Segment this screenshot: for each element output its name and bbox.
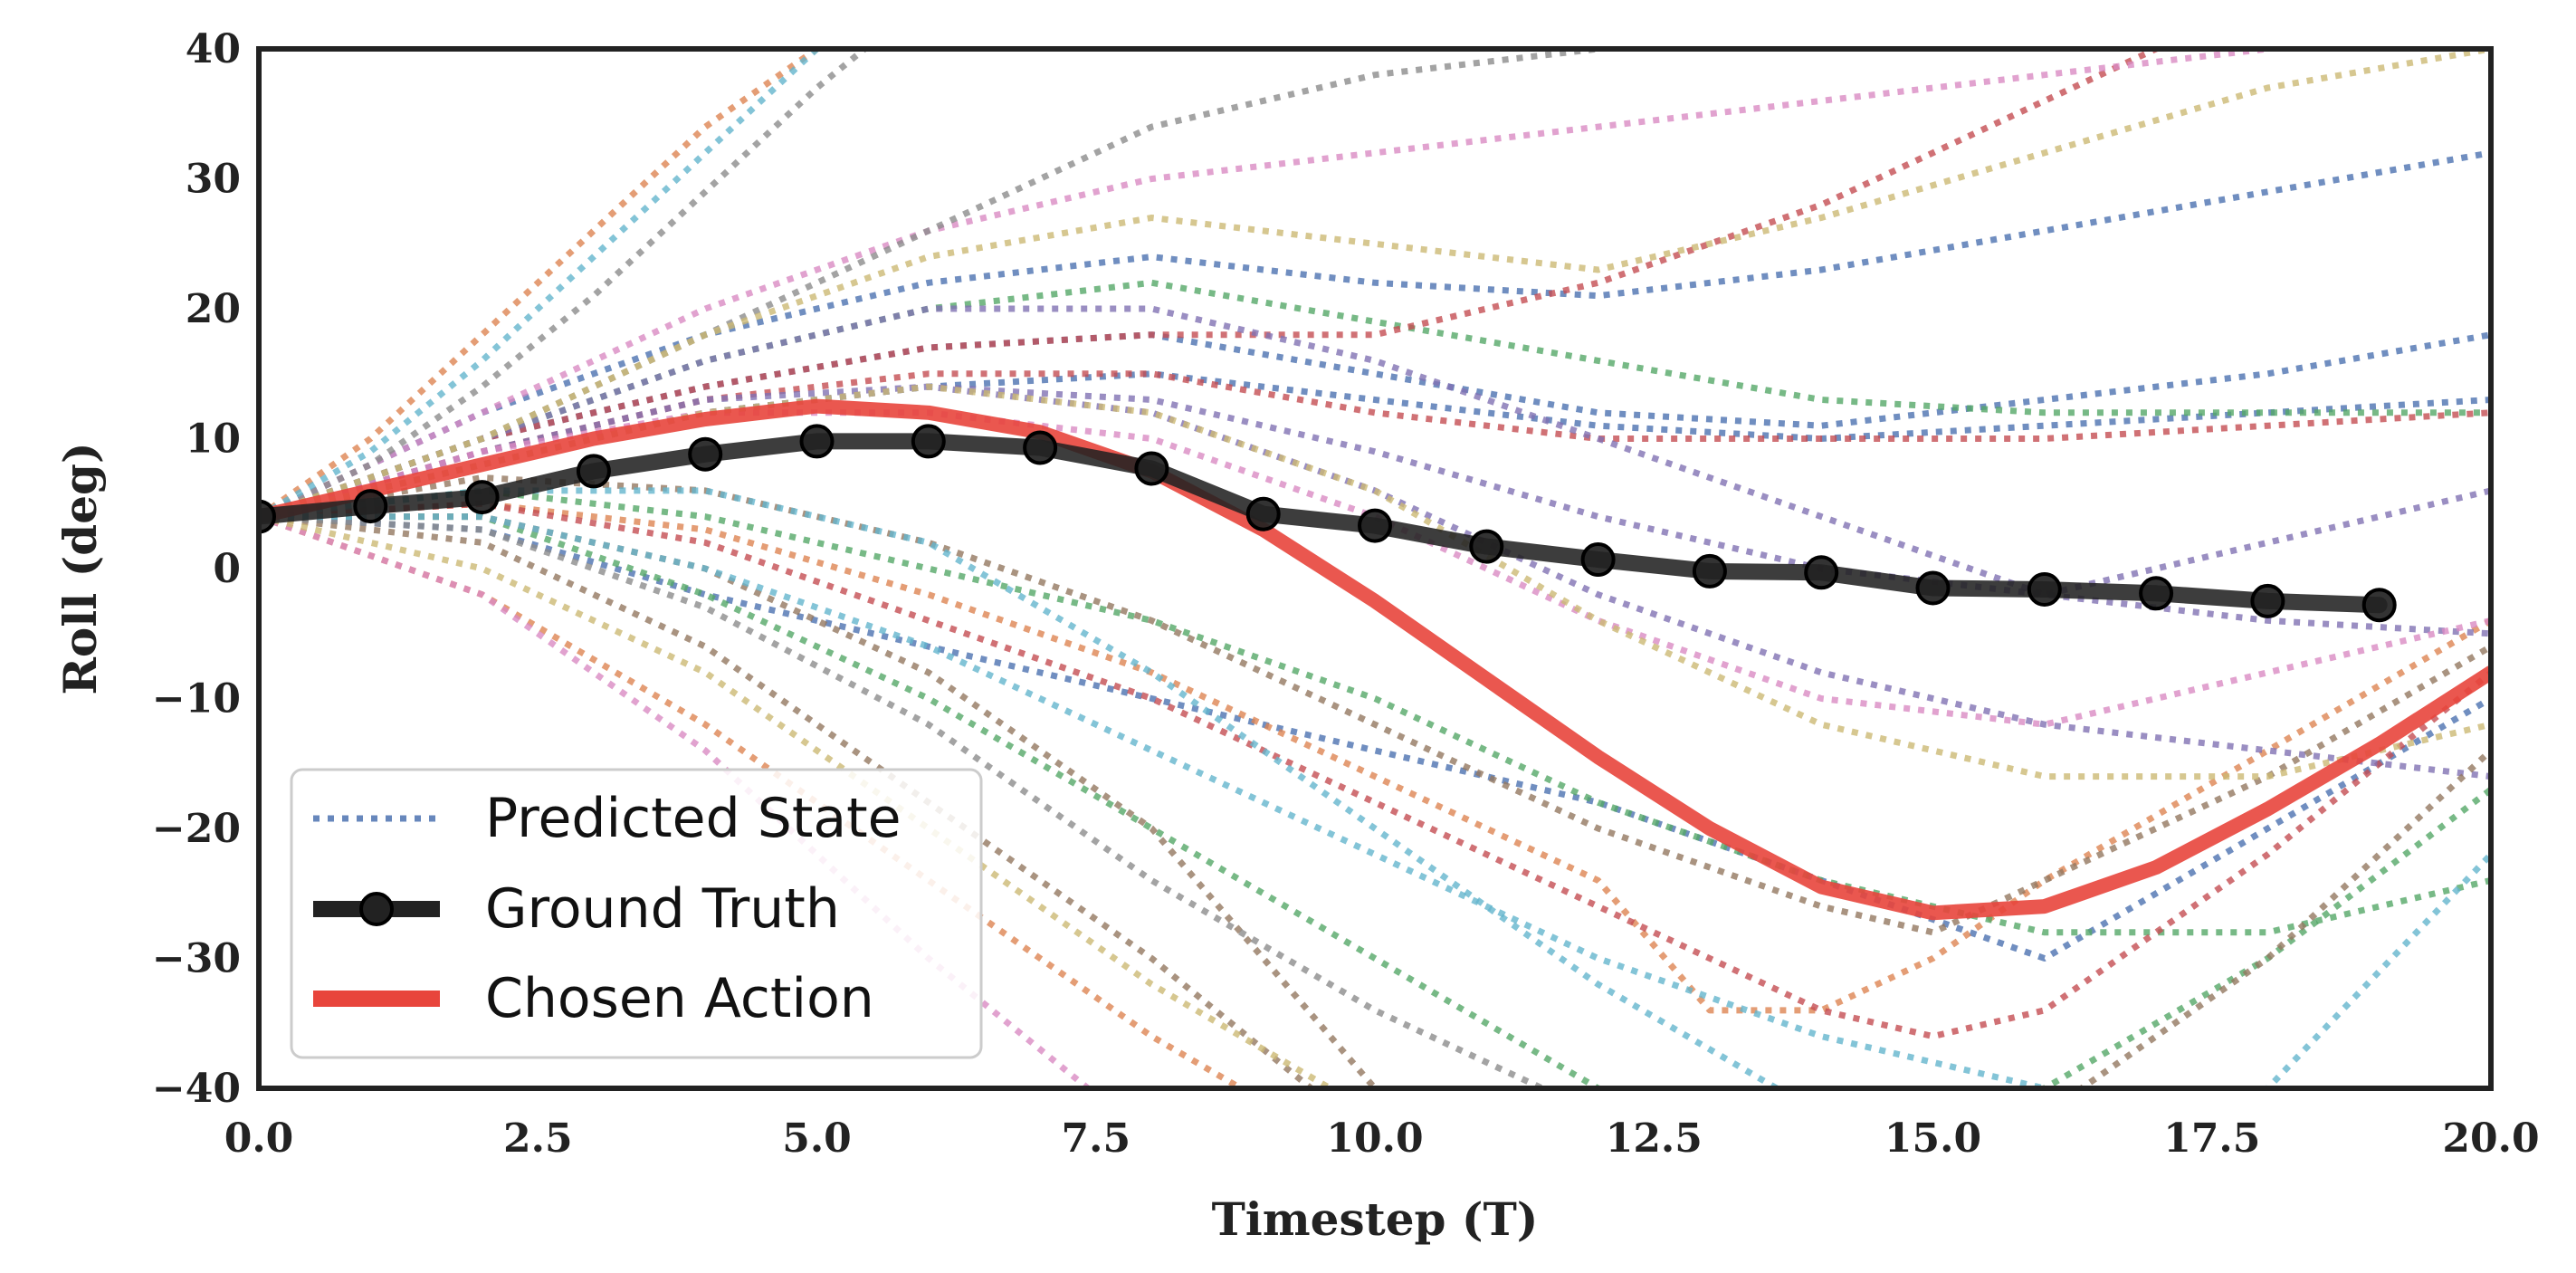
predicted-state-line — [259, 513, 1093, 1088]
ground-truth-point — [1469, 529, 1504, 564]
ground-truth-point — [1580, 542, 1616, 577]
predicted-state-line — [259, 49, 824, 520]
ground-truth-point — [1915, 570, 1951, 606]
predicted-state-line — [259, 487, 2491, 1088]
legend-predicted-label: Predicted State — [485, 787, 902, 850]
y-tick-label: 30 — [186, 157, 241, 203]
y-tick-label: 0 — [213, 546, 241, 592]
x-tick-label: 7.5 — [1062, 1115, 1131, 1162]
predicted-state-line — [259, 513, 2491, 1088]
x-tick-label: 0.0 — [224, 1115, 294, 1162]
ground-truth-line — [259, 433, 2388, 614]
predicted-state-line — [259, 513, 2491, 962]
predicted-state-line — [259, 500, 2491, 1014]
chosen-action-line — [259, 398, 2491, 921]
ground-truth-point — [799, 424, 835, 459]
predicted-state-line — [259, 49, 1626, 520]
ground-truth-point — [576, 454, 611, 489]
predicted-state-line — [259, 49, 2295, 520]
legend-ground-truth-label: Ground Truth — [485, 877, 840, 941]
ground-truth-point — [1023, 430, 1058, 465]
y-tick-label: −30 — [152, 936, 241, 982]
ground-truth-point — [353, 489, 388, 524]
ground-truth-point — [1245, 496, 1281, 531]
ground-truth-point — [688, 436, 723, 472]
ground-truth-point — [464, 480, 500, 515]
legend: Predicted State Ground Truth Chosen Acti… — [290, 768, 983, 1059]
legend-ground-truth-marker — [359, 892, 394, 926]
x-tick-label: 17.5 — [2163, 1115, 2260, 1162]
legend-box — [290, 768, 983, 1059]
x-axis-label: Timestep (T) — [1212, 1192, 1539, 1246]
y-axis-label: Roll (deg) — [53, 442, 107, 694]
predicted-state-line — [259, 513, 1550, 1088]
x-tick-label: 10.0 — [1326, 1115, 1423, 1162]
predicted-state-line — [259, 409, 2491, 728]
predicted-state-line — [259, 500, 2491, 1040]
ground-truth-point — [1692, 553, 1727, 589]
x-tick-label: 12.5 — [1606, 1115, 1703, 1162]
ground-truth-point — [1358, 508, 1392, 543]
y-tick-label: 10 — [186, 416, 241, 463]
legend-chosen-action-label: Chosen Action — [485, 967, 874, 1030]
x-tick-label: 20.0 — [2442, 1115, 2539, 1162]
x-tick-label: 5.0 — [782, 1115, 852, 1162]
data-series — [259, 398, 2491, 921]
ground-truth-point — [2250, 583, 2285, 618]
y-tick-label: −40 — [152, 1066, 241, 1112]
y-tick-label: 20 — [186, 286, 241, 332]
predicted-state-line — [259, 149, 2491, 520]
ground-truth-point — [1804, 555, 1839, 590]
x-tick-label: 2.5 — [503, 1115, 573, 1162]
ground-truth-point — [911, 424, 946, 459]
predicted-state-line — [259, 305, 2491, 637]
x-axis-ticks: 0.0 2.5 5.0 7.5 10.0 12.5 15.0 17.5 20.0 — [224, 1115, 2540, 1162]
y-tick-label: 40 — [186, 26, 241, 72]
ground-truth-point — [1134, 451, 1169, 486]
ground-truth-point — [2361, 588, 2397, 623]
predicted-state-line — [259, 49, 823, 520]
predicted-state-line — [259, 487, 2491, 936]
y-tick-label: −10 — [152, 676, 241, 723]
predicted-state-line — [259, 49, 2164, 520]
plot-frame — [256, 46, 2494, 1091]
y-tick-label: −20 — [152, 806, 241, 852]
ground-truth-point — [2139, 576, 2174, 611]
y-axis-ticks: −40 −30 −20 −10 0 10 20 30 40 — [152, 26, 241, 1112]
ground-truth-point — [2027, 572, 2062, 607]
predicted-state-line — [259, 513, 2491, 1088]
x-tick-label: 15.0 — [1884, 1115, 1981, 1162]
ground-truth-point — [259, 499, 276, 534]
